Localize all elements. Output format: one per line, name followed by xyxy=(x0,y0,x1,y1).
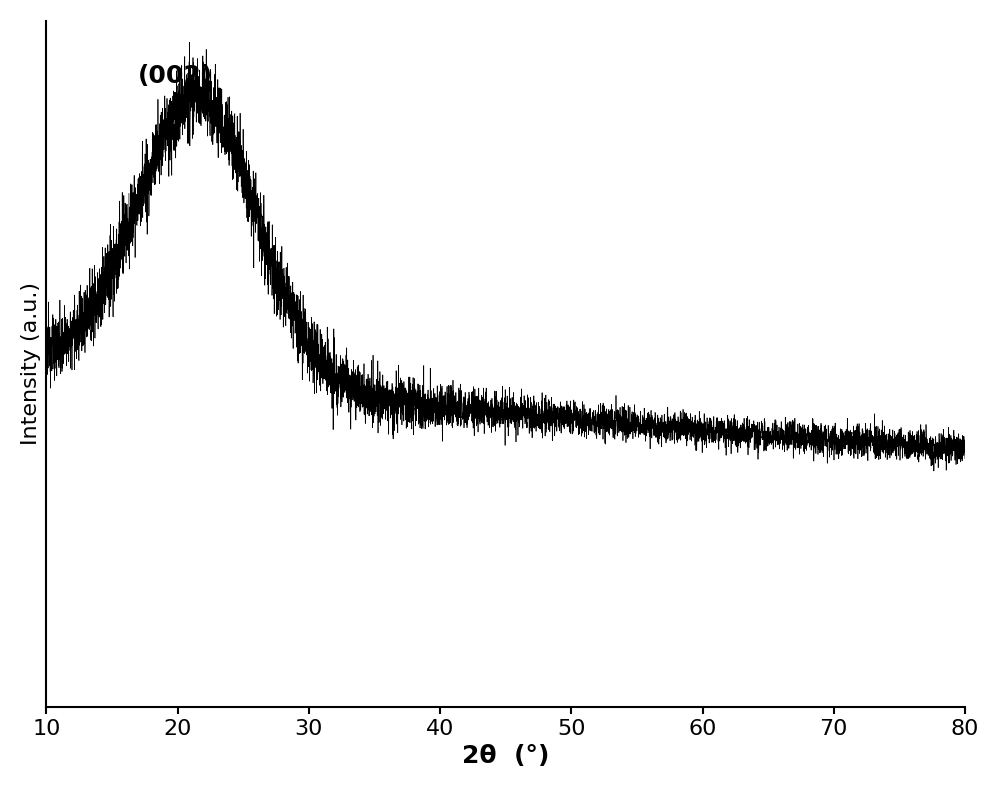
X-axis label: 2θ  (°): 2θ (°) xyxy=(462,744,549,768)
Text: (002): (002) xyxy=(138,64,213,88)
Y-axis label: Intensity (a.u.): Intensity (a.u.) xyxy=(21,282,41,445)
